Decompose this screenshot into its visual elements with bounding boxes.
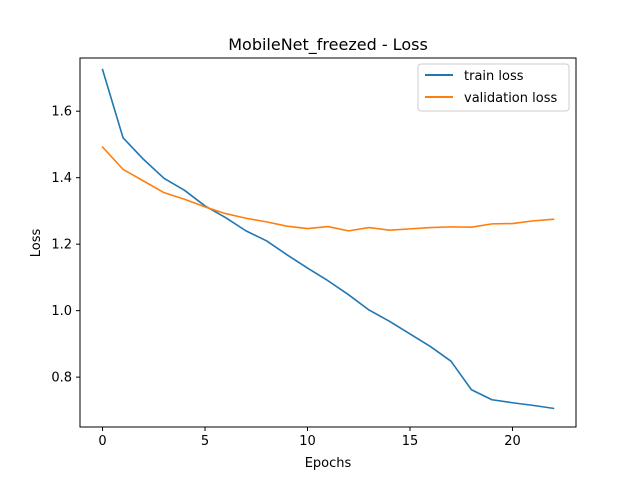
legend-label-train-loss: train loss: [464, 69, 524, 84]
y-tick-label: 1.6: [51, 105, 72, 120]
series-line-train-loss: [101, 68, 555, 410]
series-layer: [101, 68, 555, 410]
legend-box: [417, 63, 570, 112]
chart-title: MobileNet_freezed - Loss: [228, 35, 428, 55]
plot-frame: [79, 57, 577, 428]
y-tick-label: 1.4: [51, 171, 72, 186]
y-axis-label: Loss: [29, 229, 44, 258]
y-tick-label: 1.2: [51, 238, 72, 253]
x-tick-label: 5: [201, 434, 209, 449]
legend-label-validation-loss: validation loss: [464, 91, 557, 106]
series-line-validation-loss: [101, 145, 555, 232]
x-tick-label: 0: [98, 434, 106, 449]
y-tick-label: 1.0: [51, 304, 72, 319]
x-tick-label: 15: [402, 434, 419, 449]
x-tick-label: 10: [299, 434, 316, 449]
legend: train loss validation loss: [417, 63, 570, 112]
y-axis-ticks: 0.8 1.0 1.2 1.4 1.6: [51, 105, 80, 386]
x-axis-label: Epochs: [305, 456, 352, 471]
y-tick-label: 0.8: [51, 371, 72, 386]
x-axis-ticks: 0 5 10 15 20: [98, 427, 521, 449]
plot-area: 0 5 10 15 20 0.8 1.0 1.2 1.4 1.6: [51, 57, 577, 449]
x-tick-label: 20: [504, 434, 521, 449]
